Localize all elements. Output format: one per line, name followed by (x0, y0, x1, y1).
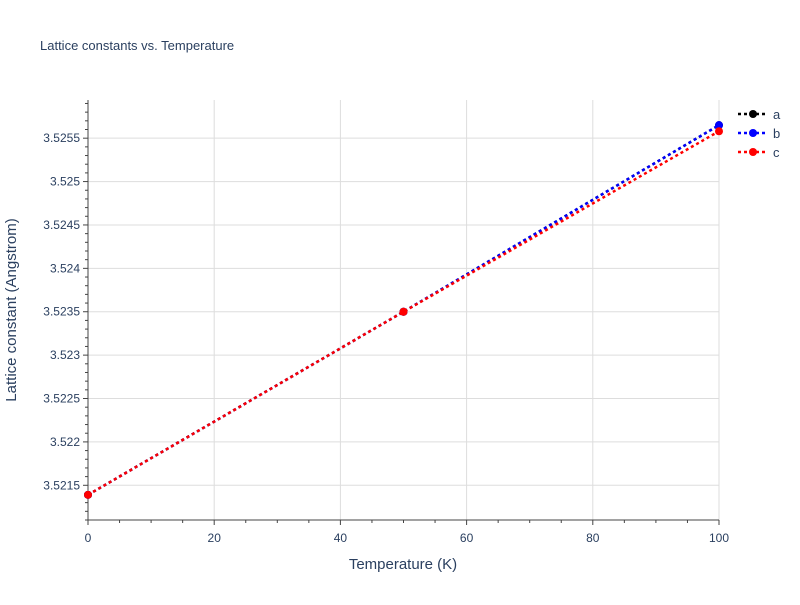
y-tick-label: 3.5255 (43, 131, 80, 145)
legend-item-c[interactable]: c (738, 145, 780, 160)
series-line-c (87, 130, 720, 496)
y-tick-label: 3.523 (50, 348, 80, 362)
legend-marker-icon (749, 129, 757, 137)
x-tick-label: 80 (586, 531, 600, 545)
x-tick-label: 0 (85, 531, 92, 545)
y-tick-label: 3.522 (50, 435, 80, 449)
data-point-c (399, 307, 408, 316)
y-axis-label: Lattice constant (Angstrom) (3, 218, 20, 401)
data-point-c (715, 127, 723, 136)
legend-item-a[interactable]: a (738, 107, 781, 122)
y-tick-label: 3.5245 (43, 218, 80, 232)
legend-label: c (773, 145, 780, 160)
y-tick-label: 3.5215 (43, 478, 80, 492)
legend-item-b[interactable]: b (738, 126, 780, 141)
data-point-c (84, 490, 92, 499)
legend-marker-icon (749, 110, 757, 118)
y-tick-label: 3.5235 (43, 305, 80, 319)
x-axis-label: Temperature (K) (349, 556, 457, 573)
x-tick-label: 20 (208, 531, 222, 545)
chart-title: Lattice constants vs. Temperature (40, 38, 234, 53)
y-tick-label: 3.5225 (43, 392, 80, 406)
legend-marker-icon (749, 148, 757, 156)
y-tick-label: 3.525 (50, 175, 80, 189)
x-tick-label: 100 (709, 531, 729, 545)
legend-label: b (773, 126, 780, 141)
y-tick-label: 3.524 (50, 261, 80, 275)
legend-label: a (773, 107, 781, 122)
data-point-b (715, 121, 723, 130)
x-tick-label: 40 (334, 531, 348, 545)
x-tick-label: 60 (460, 531, 474, 545)
